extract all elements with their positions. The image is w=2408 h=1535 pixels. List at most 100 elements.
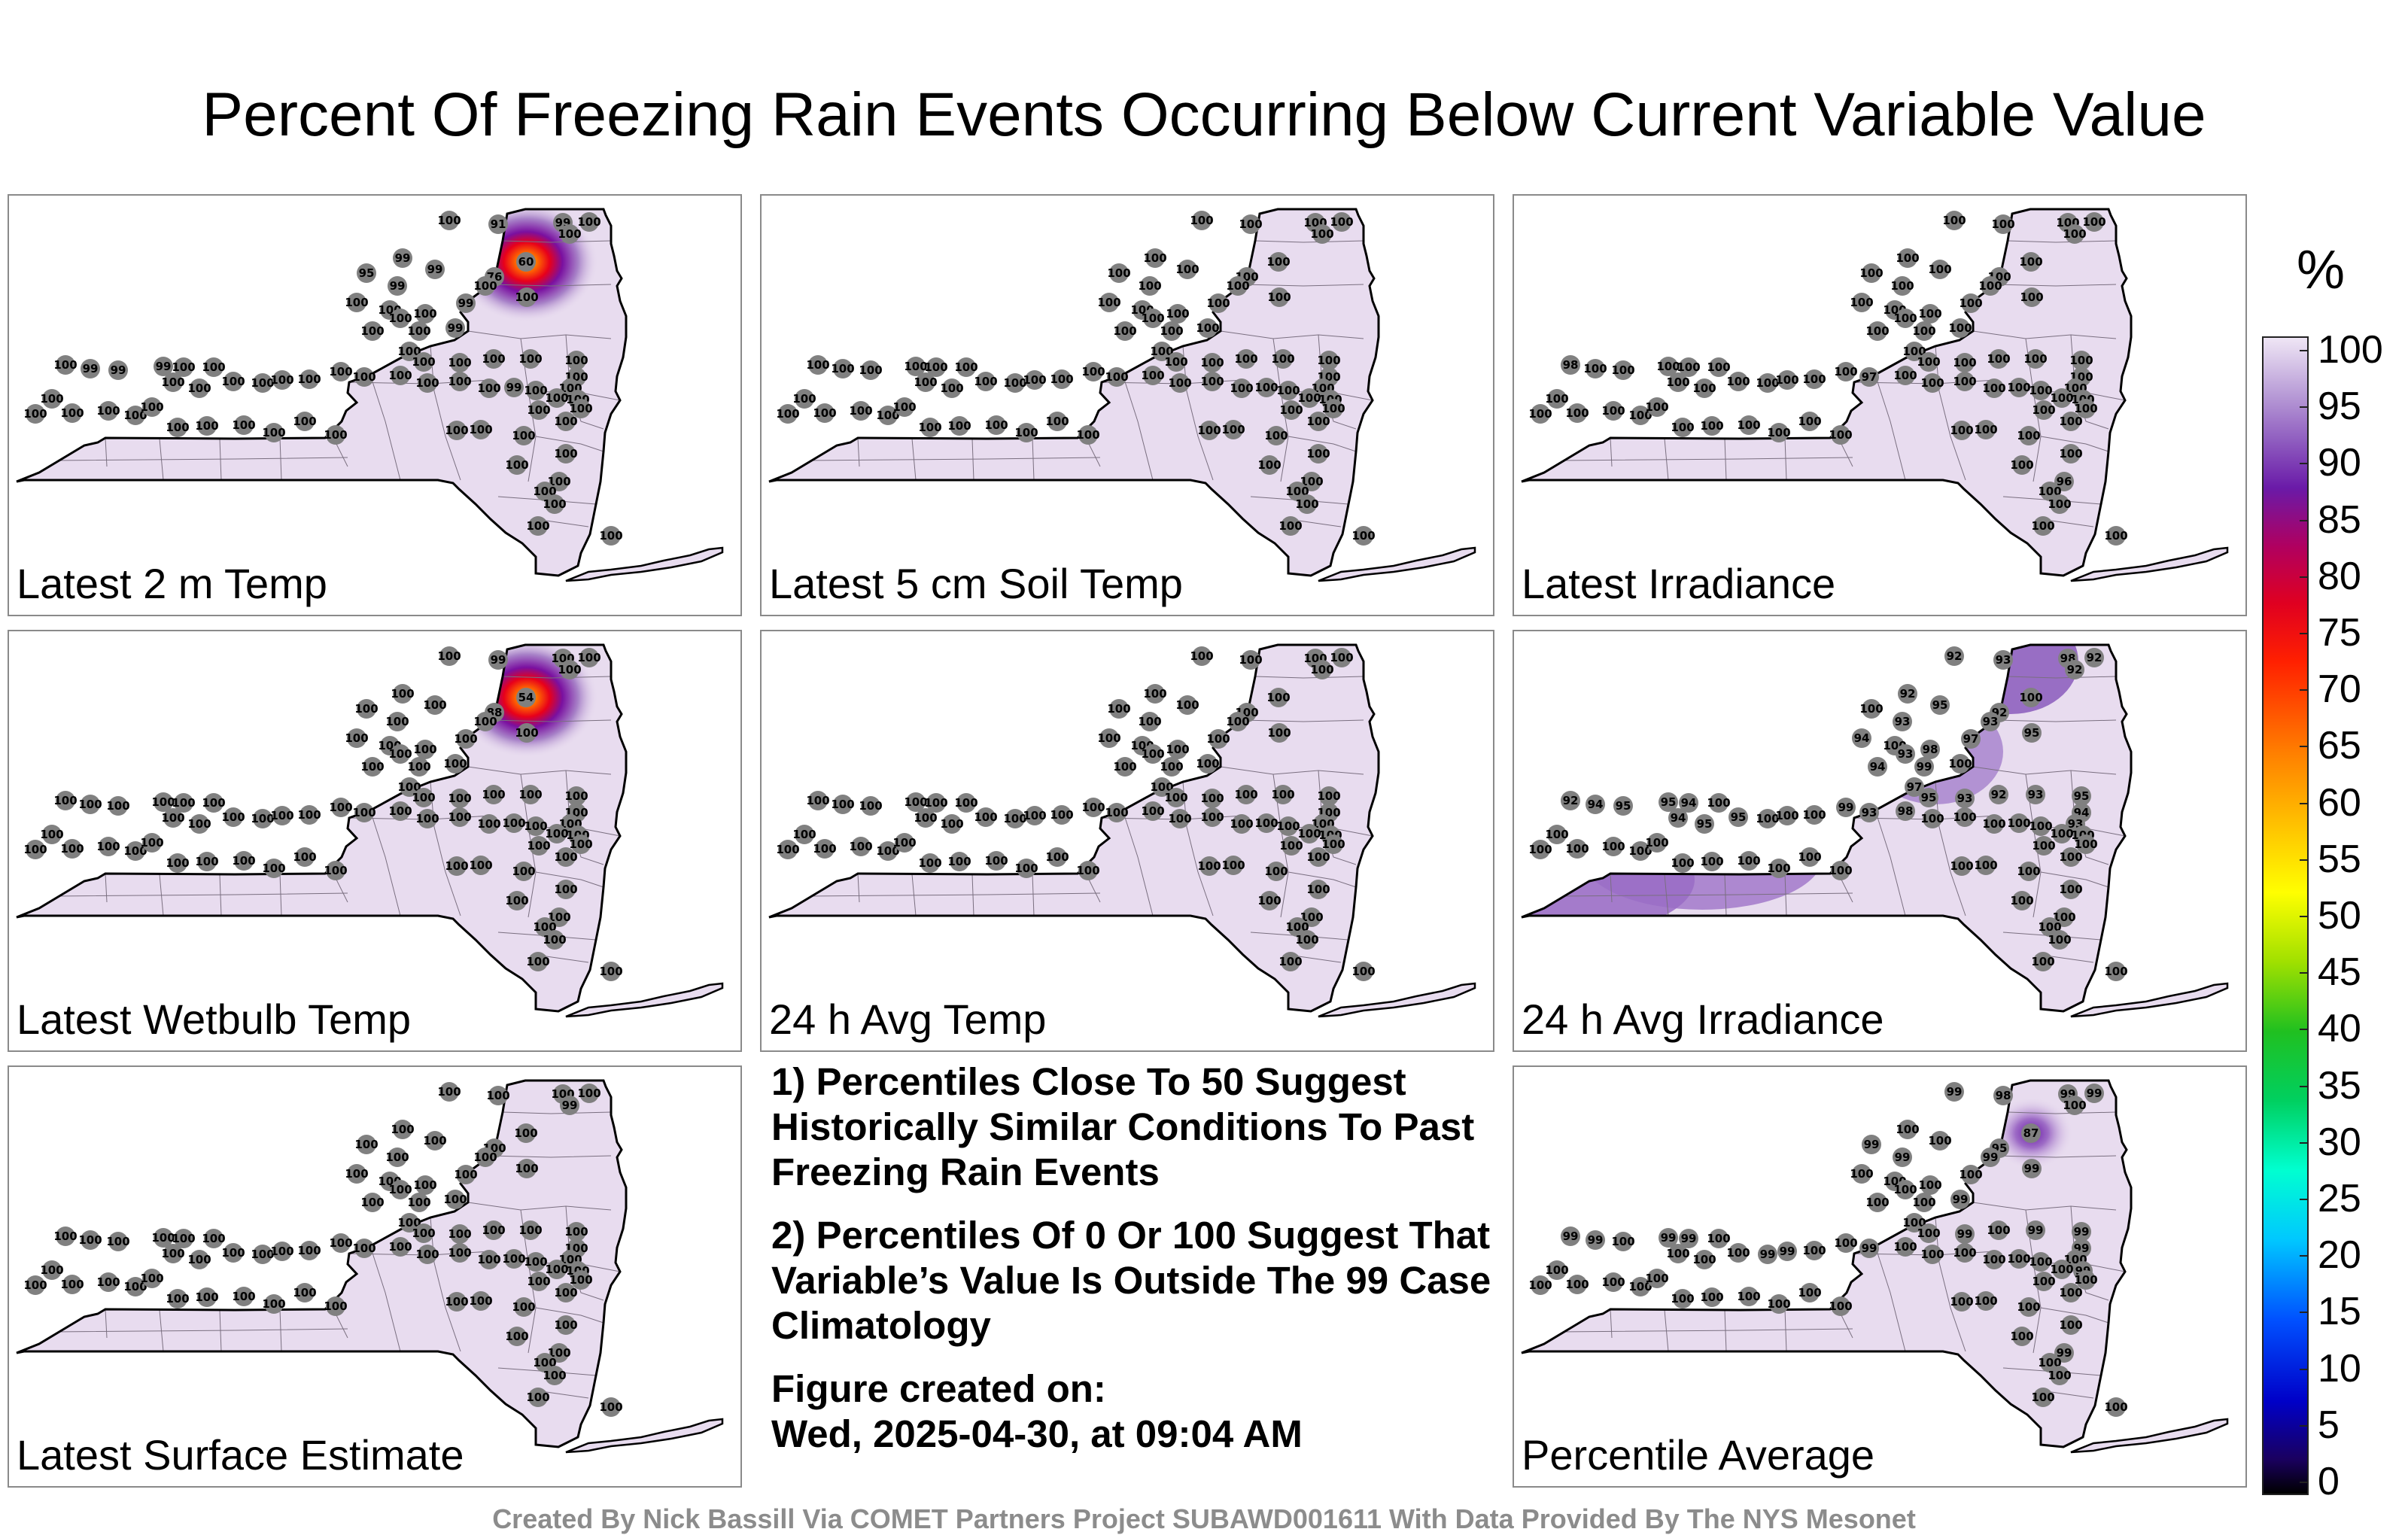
colorbar-tick-mark: [2300, 1085, 2309, 1087]
station-marker: 93: [1859, 803, 1879, 822]
station-marker: 100: [515, 1159, 539, 1178]
station-marker: 91: [488, 214, 508, 234]
station-marker: 100: [2007, 378, 2031, 397]
station-value: 100: [1097, 296, 1120, 309]
station-value: 100: [1902, 345, 1926, 358]
station-value: 100: [1767, 1297, 1790, 1311]
station-marker: 100: [232, 851, 256, 871]
station-marker: 100: [482, 1220, 506, 1240]
station-marker: 100: [1928, 260, 1952, 279]
station-value: 100: [140, 400, 163, 414]
station-value: 100: [1351, 529, 1375, 543]
station-marker: 100: [904, 792, 928, 812]
station-marker: 100: [166, 853, 190, 873]
county-line: [1220, 766, 1364, 775]
station-marker: 100: [324, 425, 348, 445]
station-marker: 100: [360, 757, 385, 777]
station-value: 100: [1143, 251, 1166, 265]
county-line: [490, 1155, 612, 1158]
panel-latest-irradiance: 100 100 100 100 100 100 100 100 100 100 100 100 100 1…: [1513, 194, 2247, 616]
station-marker: 100: [2059, 880, 2083, 899]
station-value: 100: [505, 894, 528, 907]
station-value: 100: [1297, 391, 1321, 405]
station-value: 100: [1164, 791, 1187, 804]
county-line: [1784, 1309, 1787, 1352]
station-value: 100: [569, 1273, 592, 1287]
station-marker: 100: [448, 372, 472, 391]
station-marker: 100: [2104, 526, 2128, 546]
station-value: 100: [232, 854, 255, 868]
county-line: [1935, 345, 1966, 481]
station-marker: 100: [96, 1272, 120, 1292]
station-value: 100: [1264, 865, 1288, 878]
station-marker: 100: [297, 369, 321, 389]
station-value: 100: [792, 828, 816, 841]
station-marker: 99: [456, 293, 476, 313]
station-value: 100: [445, 859, 468, 873]
station-marker: 100: [1896, 1120, 1920, 1139]
station-value: 100: [1306, 850, 1330, 864]
station-marker: 100: [202, 357, 226, 377]
station-marker: 100: [2059, 444, 2083, 464]
station-value: 100: [297, 372, 321, 386]
station-marker: 99: [1758, 1245, 1777, 1264]
panel-label: Latest Wetbulb Temp: [17, 995, 412, 1043]
county-line: [1558, 1328, 1853, 1333]
station-value: 100: [187, 381, 211, 395]
station-value: 100: [918, 856, 941, 870]
colorbar-tick-label: 15: [2318, 1290, 2361, 1334]
station-value: 100: [360, 324, 384, 338]
note-created-date: Wed, 2025-04-30, at 09:04 AM: [771, 1412, 1303, 1455]
county-line: [1254, 240, 1364, 243]
station-value: 100: [251, 376, 274, 390]
station-value: 100: [577, 215, 600, 229]
panel-label: Latest Irradiance: [1522, 560, 1836, 607]
station-marker: 100: [2032, 400, 2056, 420]
station-marker: 100: [445, 856, 469, 876]
station-value: 100: [1317, 354, 1340, 367]
station-value: 100: [448, 792, 471, 805]
station-marker: 100: [1257, 891, 1282, 910]
station-value: 92: [1900, 687, 1916, 701]
colorbar-tick-mark: [2300, 1424, 2309, 1427]
station-value: 100: [1918, 1178, 1941, 1192]
station-marker: 100: [1105, 803, 1129, 822]
station-value: 100: [2029, 819, 2052, 833]
station-value: 100: [1143, 687, 1166, 701]
station-marker: 100: [1306, 847, 1330, 867]
station-value: 100: [1865, 1196, 1889, 1209]
station-value: 100: [518, 788, 542, 801]
state-border: [1521, 643, 2133, 1013]
station-value: 100: [1893, 369, 1917, 382]
station-value: 92: [2067, 663, 2083, 676]
station-value: 100: [23, 843, 47, 856]
station-value: 100: [1254, 816, 1278, 830]
colorbar-tick-label: 60: [2318, 780, 2361, 825]
station-marker: 100: [469, 1291, 493, 1311]
station-marker: 100: [1107, 263, 1131, 283]
station-value: 100: [515, 726, 538, 740]
station-value: 100: [545, 1263, 568, 1276]
station-marker: 100: [161, 1244, 185, 1263]
station-value: 100: [1239, 653, 1262, 667]
station-marker: 100: [1271, 349, 1295, 369]
long-island: [565, 546, 724, 582]
station-marker: 100: [448, 807, 472, 827]
station-marker: 100: [892, 397, 917, 417]
colorbar-tick-label: 55: [2318, 837, 2361, 881]
station-marker: 100: [1138, 712, 1162, 731]
station-value: 100: [1050, 372, 1073, 386]
station-marker: 100: [1890, 276, 1914, 296]
station-value: 100: [2038, 1356, 2061, 1369]
station-value: 100: [543, 1369, 566, 1382]
station-value: 100: [1545, 828, 1568, 841]
station-marker: 100: [1601, 837, 1625, 856]
station-value: 100: [232, 1290, 255, 1303]
station-marker: 100: [1859, 263, 1884, 283]
station-marker: 100: [831, 795, 855, 814]
station-marker: 100: [2074, 1270, 2098, 1290]
county-line: [535, 871, 604, 888]
station-value: 100: [1285, 920, 1309, 934]
station-value: 100: [1829, 428, 1852, 442]
